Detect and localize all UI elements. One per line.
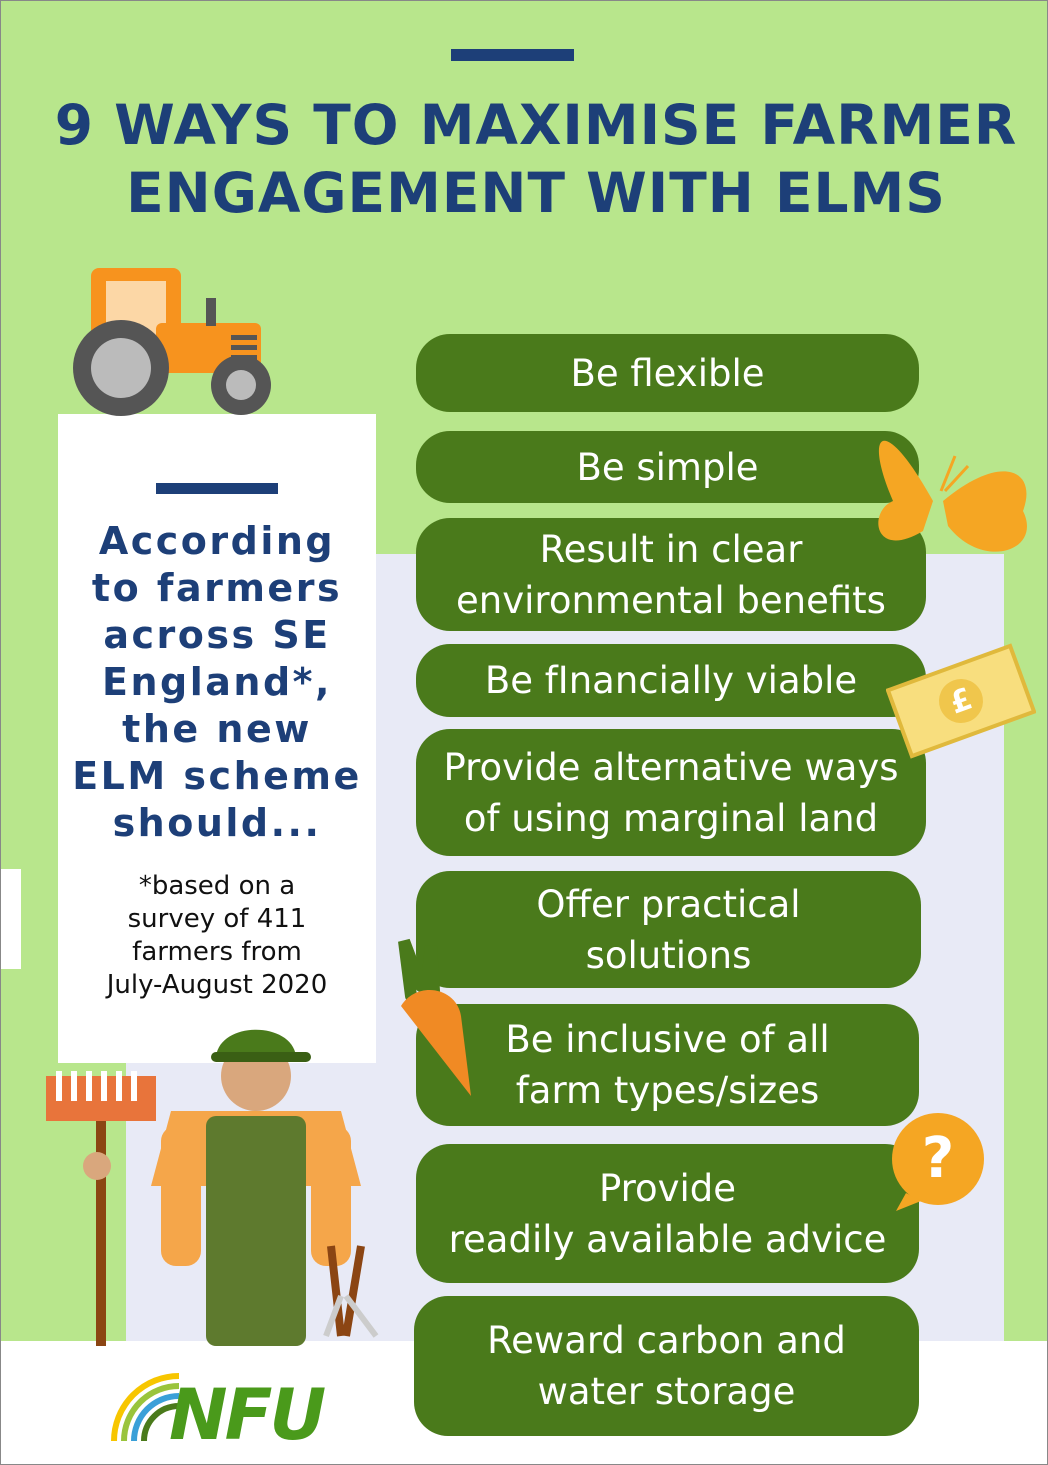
- item-text: Reward carbon and: [487, 1315, 846, 1366]
- tractor-icon: [66, 263, 276, 418]
- item-pill: Be simple: [416, 431, 919, 503]
- item-text: environmental benefits: [456, 575, 886, 626]
- item-text: Result in clear: [540, 524, 803, 575]
- intro-line: England*,: [58, 660, 376, 704]
- item-text: Provide: [599, 1163, 736, 1214]
- item-text: Be flexible: [570, 348, 764, 399]
- edge-block: [1, 869, 21, 969]
- item-text: Offer practical: [536, 879, 800, 930]
- intro-line: to farmers: [58, 566, 376, 610]
- item-text: Be inclusive of all: [505, 1014, 829, 1065]
- intro-line: the new: [58, 707, 376, 751]
- item-text: farm types/sizes: [516, 1065, 819, 1116]
- title-bar: [451, 49, 574, 61]
- title: ENGAGEMENT WITH ELMS: [1, 161, 1048, 225]
- intro-bar: [156, 483, 278, 494]
- infographic: 9 WAYS TO MAXIMISE FARMER ENGAGEMENT WIT…: [0, 0, 1048, 1465]
- intro-line: should...: [58, 801, 376, 845]
- intro-line: ELM scheme: [58, 754, 376, 798]
- intro-line: According: [58, 519, 376, 563]
- item-pill: Be flexible: [416, 334, 919, 412]
- title: 9 WAYS TO MAXIMISE FARMER: [1, 93, 1048, 157]
- question-symbol: ?: [922, 1126, 954, 1191]
- item-text: Provide alternative ways: [443, 742, 898, 793]
- logo-text: NFU: [169, 1374, 325, 1446]
- footnote-line: July-August 2020: [58, 970, 376, 1000]
- item-pill: Be fInancially viable: [416, 644, 926, 717]
- item-text: Be simple: [576, 442, 758, 493]
- item-text: Be fInancially viable: [485, 655, 857, 706]
- footnote-line: *based on a: [58, 871, 376, 901]
- nfu-logo: NFU: [109, 1371, 339, 1446]
- farmer-illustration: [41, 1016, 401, 1346]
- carrot-icon: [386, 936, 496, 1106]
- item-text: solutions: [586, 930, 752, 981]
- item-text: readily available advice: [449, 1214, 887, 1265]
- butterfly-icon: [863, 411, 1043, 571]
- question-icon: ?: [881, 1113, 996, 1213]
- item-text: of using marginal land: [464, 793, 878, 844]
- banknote-icon: £: [886, 641, 1036, 761]
- intro-line: across SE: [58, 613, 376, 657]
- footnote-line: survey of 411: [58, 904, 376, 934]
- item-text: water storage: [538, 1366, 796, 1417]
- footnote-line: farmers from: [58, 937, 376, 967]
